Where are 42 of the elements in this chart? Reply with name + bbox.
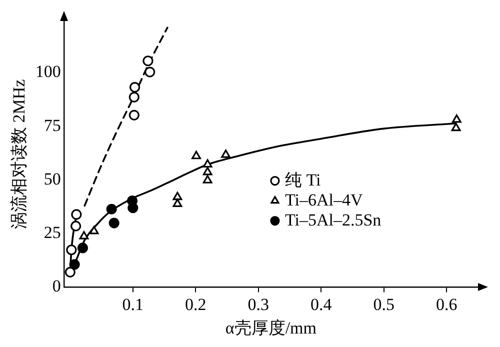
y-tick-label: 100	[35, 62, 61, 82]
y-tick-label: 0	[52, 276, 61, 296]
point	[130, 82, 140, 93]
point	[79, 231, 89, 240]
x-tick-label: 0.5	[373, 294, 395, 314]
legend-label: 纯 Ti	[284, 170, 321, 190]
point	[108, 218, 120, 228]
y-tick-label: 75	[44, 116, 61, 135]
point	[221, 150, 230, 158]
x-tick-label: 0.1	[122, 294, 144, 314]
point	[106, 204, 117, 214]
point	[192, 150, 201, 160]
point	[77, 242, 88, 254]
x-tick-label: 0.4	[310, 294, 332, 314]
y-tick-label: 50	[44, 169, 61, 188]
point	[69, 259, 80, 270]
point	[70, 220, 82, 232]
y-axis-title: 涡流相对读数 2MHz	[10, 78, 29, 230]
point	[202, 159, 212, 168]
legend-label: Ti–6Al–4V	[284, 190, 364, 210]
point	[202, 175, 212, 184]
x-axis-title: α壳厚度/mm	[225, 318, 316, 338]
point	[64, 266, 76, 278]
line-series	[84, 26, 168, 207]
point	[142, 56, 154, 66]
point	[144, 66, 156, 78]
point	[452, 114, 462, 123]
point	[202, 166, 212, 176]
point	[71, 209, 82, 220]
point	[451, 122, 461, 132]
point	[66, 244, 77, 256]
y-tick-label: 25	[44, 223, 61, 242]
point	[89, 226, 99, 234]
point	[128, 110, 140, 120]
legend-label: Ti–5Al–2.5Sn	[284, 210, 382, 230]
point	[172, 192, 182, 200]
point	[172, 198, 182, 208]
x-tick-label: 0.2	[185, 294, 206, 314]
point	[128, 92, 140, 102]
x-tick-label: 0.3	[248, 294, 270, 314]
x-tick-label: 0.6	[436, 294, 458, 314]
point	[128, 202, 138, 214]
